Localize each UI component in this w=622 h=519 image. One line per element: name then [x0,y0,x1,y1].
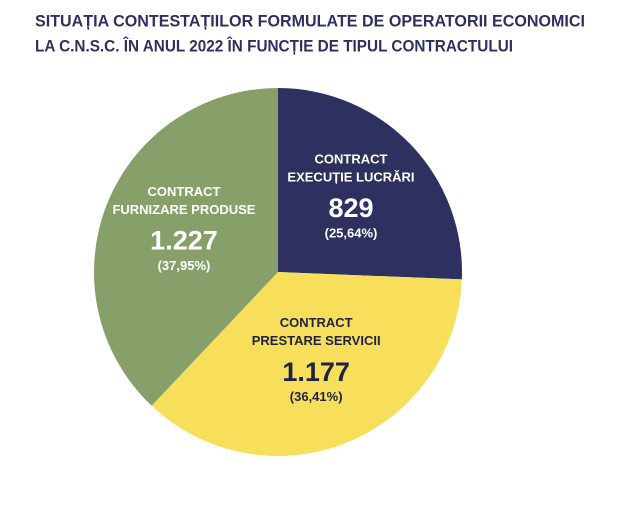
slice-value: 829 [328,193,373,223]
slice-category: CONTRACT [315,151,388,166]
slice-category: CONTRACT [147,184,220,199]
slice-value: 1.227 [150,226,218,256]
slice-category: PRESTARE SERVICII [252,333,381,348]
pie-slice [278,88,462,280]
slice-percentage: (36,41%) [290,389,343,404]
slice-percentage: (25,64%) [325,225,378,240]
pie-slice [93,88,278,406]
pie-slice [151,272,462,456]
slice-category: CONTRACT [280,315,353,330]
chart-title: LA C.N.S.C. ÎN ANUL 2022 ÎN FUNCȚIE DE T… [35,36,513,55]
slice-category: FURNIZARE PRODUSE [112,202,255,217]
slice-percentage: (37,95%) [158,258,211,273]
slice-value: 1.177 [282,357,350,387]
chart-title: SITUAȚIA CONTESTAȚIILOR FORMULATE DE OPE… [35,11,585,30]
slice-category: EXECUȚIE LUCRĂRI [287,169,414,184]
